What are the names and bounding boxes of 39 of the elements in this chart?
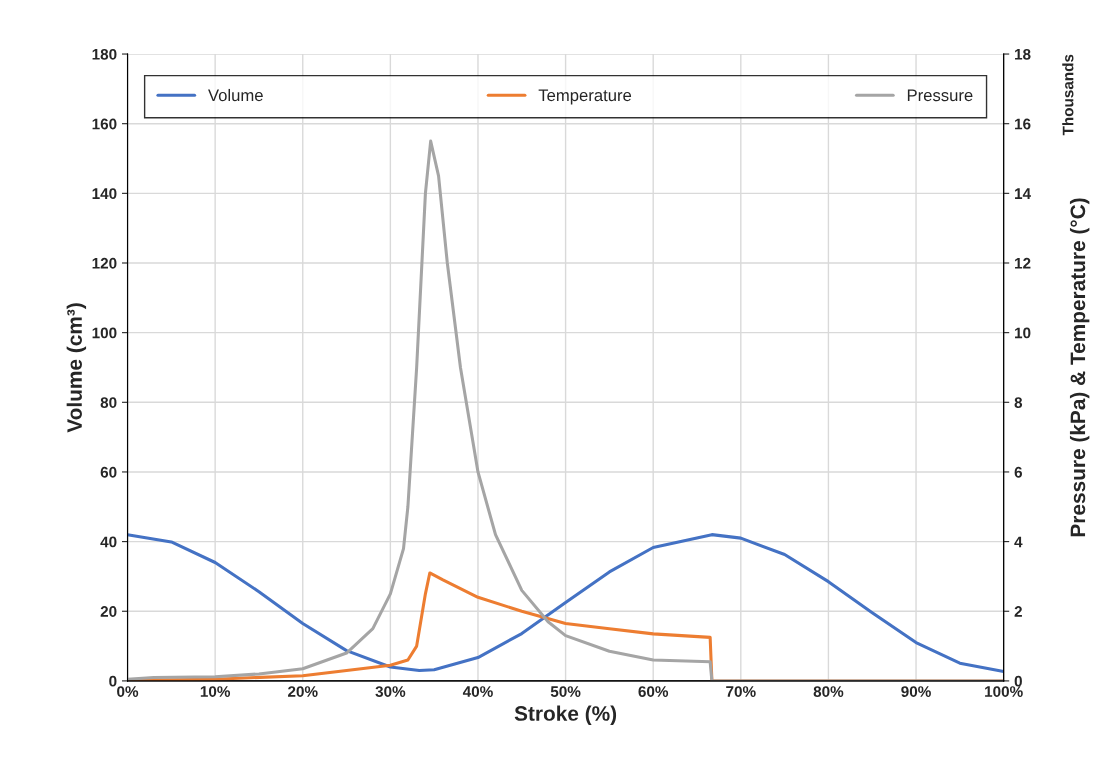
y-tick-label: 40 [100,536,117,548]
legend-label: Temperature [538,89,632,105]
x-tick-label: 20% [288,686,318,697]
y2-tick-label: 0 [1014,675,1022,687]
y2-tick-label: 10 [1015,327,1031,339]
y2-tick-label: 16 [1015,118,1031,130]
legend-label: Volume [208,88,263,102]
x-tick-label: 50% [550,686,581,697]
y2-tick-label: 12 [1015,257,1031,269]
y-tick-label: 20 [100,606,117,617]
y-axis-title: Volume (cm³) [66,303,87,433]
y-tick-label: 140 [92,188,117,200]
x-tick-label: 10% [200,686,231,697]
x-tick-label: 90% [901,686,931,697]
y2-tick-label: 2 [1014,606,1022,617]
line-series [127,533,1004,674]
text: Thousands [1062,54,1074,136]
x-tick-label: 70% [726,686,756,697]
legend-label: Pressure [907,89,973,102]
x-tick-label: 40% [462,686,493,697]
x-tick-label: 80% [813,686,844,697]
y2-tick-label: 6 [1014,466,1023,478]
y2-tick-label: 4 [1014,536,1023,548]
x-tick-label: 0% [117,686,139,697]
y-tick-label: 100 [92,327,117,339]
y2-axis-title: Pressure (kPa) & Temperature (°C) [1069,198,1090,537]
x-tick-label: 100% [985,686,1023,697]
y-tick-label: 0 [109,675,117,687]
x-tick-label: 60% [638,686,669,697]
y-tick-label: 180 [92,48,117,60]
y2-tick-label: 14 [1015,188,1031,199]
y2-tick-label: 8 [1014,397,1023,408]
x-axis-title: Stroke (%) [514,705,617,725]
y-tick-label: 120 [92,257,117,269]
y2-tick-label: 18 [1015,48,1031,60]
x-tick-label: 30% [375,686,406,698]
y-tick-label: 160 [92,118,117,130]
y-tick-label: 80 [100,397,117,408]
y-tick-label: 60 [100,466,117,478]
